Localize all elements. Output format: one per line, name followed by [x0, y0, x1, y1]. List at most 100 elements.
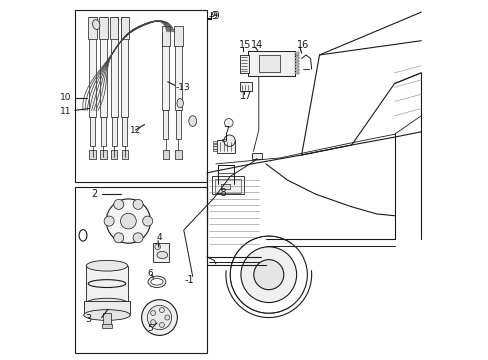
Bar — [294, 63, 298, 65]
Bar — [89, 150, 96, 158]
Circle shape — [150, 310, 155, 315]
Text: 16: 16 — [297, 40, 309, 50]
Circle shape — [164, 315, 169, 320]
Bar — [213, 147, 216, 149]
Circle shape — [150, 320, 155, 325]
Bar — [294, 69, 298, 71]
Bar — [162, 32, 169, 111]
Text: -9: -9 — [207, 11, 217, 21]
Bar — [110, 18, 118, 39]
Ellipse shape — [188, 116, 196, 126]
Circle shape — [224, 135, 235, 147]
Bar — [175, 32, 182, 111]
Bar — [176, 111, 181, 139]
Bar — [240, 82, 251, 91]
Text: -9: -9 — [210, 11, 220, 21]
Text: 6: 6 — [147, 269, 153, 278]
Circle shape — [133, 199, 143, 210]
Bar — [111, 117, 116, 146]
Bar — [102, 324, 112, 328]
Ellipse shape — [177, 99, 183, 108]
Bar — [216, 140, 235, 153]
Circle shape — [114, 199, 123, 210]
Bar — [75, 187, 206, 353]
Bar — [294, 55, 298, 57]
Text: 3: 3 — [85, 314, 91, 324]
Bar — [258, 55, 280, 72]
Bar — [294, 58, 298, 59]
Circle shape — [114, 233, 123, 243]
Bar — [213, 149, 216, 152]
Text: 14: 14 — [251, 40, 263, 50]
Bar — [213, 141, 216, 143]
Circle shape — [253, 260, 283, 290]
Bar — [213, 144, 216, 146]
Ellipse shape — [83, 310, 130, 320]
Bar — [294, 72, 298, 73]
Text: 7: 7 — [223, 126, 229, 136]
Bar — [163, 150, 169, 158]
Bar — [240, 55, 248, 73]
Circle shape — [241, 247, 296, 302]
Ellipse shape — [151, 279, 163, 285]
Bar — [75, 10, 206, 182]
Text: 10: 10 — [60, 93, 71, 102]
Text: 15: 15 — [238, 40, 251, 50]
Circle shape — [147, 305, 171, 330]
Circle shape — [159, 323, 164, 328]
Text: -8: -8 — [217, 188, 226, 198]
Circle shape — [159, 307, 164, 312]
Ellipse shape — [79, 230, 87, 241]
Bar — [110, 18, 118, 117]
Ellipse shape — [157, 251, 167, 258]
Bar — [100, 150, 106, 158]
Circle shape — [142, 300, 177, 336]
Text: 4: 4 — [157, 233, 163, 242]
Bar — [215, 179, 241, 193]
Bar — [121, 18, 128, 117]
Bar — [111, 150, 117, 158]
Bar — [163, 111, 168, 139]
Bar — [212, 176, 244, 194]
Circle shape — [224, 118, 233, 127]
Text: 11: 11 — [60, 107, 71, 116]
Bar — [221, 184, 230, 189]
Bar — [122, 150, 128, 158]
Bar — [175, 150, 181, 158]
Bar — [122, 117, 127, 146]
Bar — [251, 153, 261, 159]
Ellipse shape — [86, 298, 127, 308]
Circle shape — [230, 236, 307, 313]
Bar — [174, 26, 183, 46]
Text: -1: -1 — [184, 275, 194, 285]
Bar — [294, 52, 298, 54]
Bar — [294, 66, 298, 68]
Bar — [294, 60, 298, 62]
Text: 2: 2 — [91, 189, 98, 199]
Circle shape — [104, 216, 114, 226]
Bar — [247, 51, 294, 76]
Bar — [101, 117, 106, 146]
Text: 5: 5 — [147, 324, 153, 333]
Bar — [99, 18, 107, 39]
Bar — [153, 243, 169, 262]
Circle shape — [106, 199, 150, 243]
Text: 17: 17 — [240, 91, 252, 101]
Bar — [100, 18, 107, 117]
Text: -13: -13 — [176, 83, 190, 92]
Circle shape — [142, 216, 152, 226]
Text: 12: 12 — [129, 126, 141, 135]
Bar — [90, 117, 95, 146]
Bar — [88, 18, 97, 39]
Bar — [121, 18, 129, 39]
Bar — [103, 313, 110, 327]
Circle shape — [121, 213, 136, 229]
Bar — [86, 266, 127, 303]
Bar — [83, 301, 130, 315]
Circle shape — [155, 244, 160, 249]
Circle shape — [133, 233, 143, 243]
Ellipse shape — [92, 20, 100, 30]
Ellipse shape — [148, 276, 165, 288]
Bar — [162, 26, 170, 46]
Bar — [89, 18, 96, 117]
